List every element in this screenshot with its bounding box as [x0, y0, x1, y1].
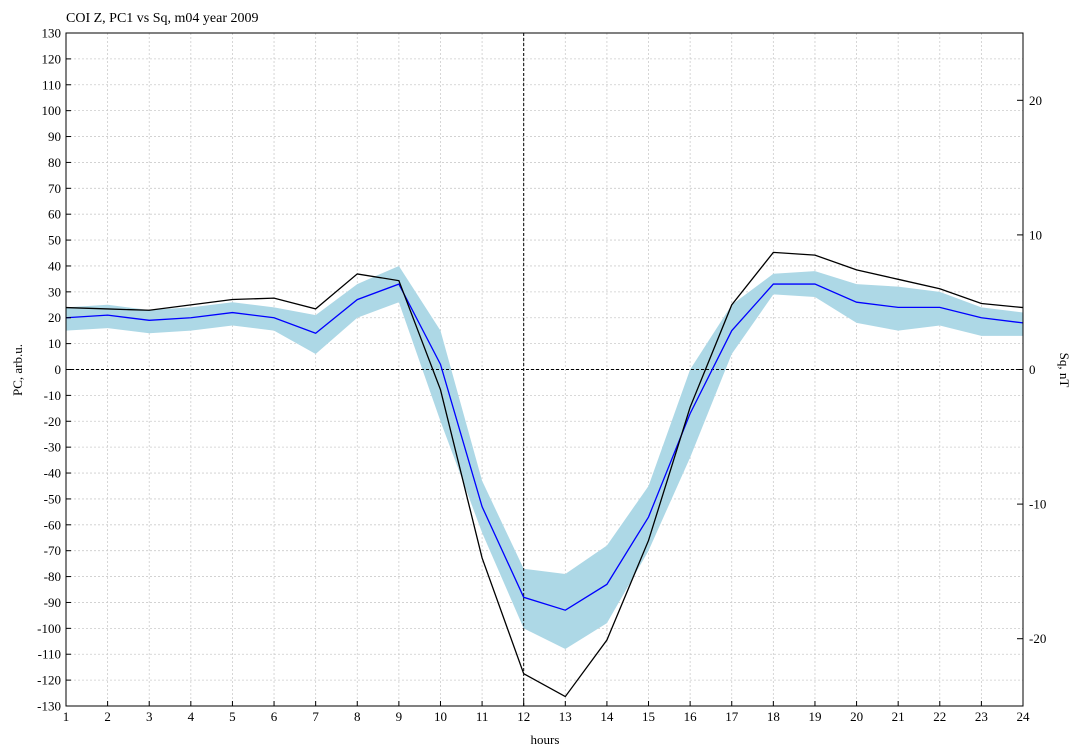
x-tick-label: 20: [850, 709, 863, 724]
y-tick-label: 0: [55, 362, 62, 377]
chart-title: COI Z, PC1 vs Sq, m04 year 2009: [66, 11, 259, 26]
x-tick-label: 9: [396, 709, 403, 724]
y-tick-label: -90: [44, 595, 61, 610]
y-tick-label: 30: [48, 284, 61, 299]
y-tick-label: -70: [44, 543, 61, 558]
x-tick-label: 13: [559, 709, 572, 724]
y2-tick-label: 10: [1029, 227, 1042, 242]
x-tick-label: 18: [767, 709, 780, 724]
x-tick-label: 19: [808, 709, 821, 724]
y-tick-label: -100: [37, 621, 61, 636]
y-tick-label: 120: [42, 51, 62, 66]
y-tick-label: -30: [44, 440, 61, 455]
y-tick-label: -120: [37, 673, 61, 688]
pc-band-area: [66, 265, 1023, 650]
y-tick-label: -20: [44, 414, 61, 429]
y-tick-label: 110: [42, 77, 61, 92]
y-tick-label: 100: [42, 103, 62, 118]
x-tick-label: 4: [188, 709, 195, 724]
reference-lines: [66, 33, 1023, 706]
x-tick-label: 12: [517, 709, 530, 724]
y2-axis-label: Sq, nT: [1057, 353, 1072, 388]
x-axis-label: hours: [531, 732, 560, 747]
y-tick-label: 50: [48, 233, 61, 248]
x-tick-label: 7: [312, 709, 319, 724]
tick-marks: [65, 32, 1024, 707]
x-tick-label: 6: [271, 709, 278, 724]
x-tick-label: 22: [933, 709, 946, 724]
y-tick-label: -40: [44, 466, 61, 481]
x-tick-label: 16: [684, 709, 698, 724]
y-tick-label: -10: [44, 388, 61, 403]
y-tick-label: 70: [48, 181, 61, 196]
y-tick-label: -110: [38, 647, 61, 662]
y-tick-label: -50: [44, 491, 61, 506]
x-tick-label: 5: [229, 709, 236, 724]
y-tick-label: 40: [48, 258, 61, 273]
x-tick-label: 10: [434, 709, 447, 724]
x-tick-label: 8: [354, 709, 361, 724]
x-tick-label: 1: [63, 709, 70, 724]
x-tick-label: 24: [1017, 709, 1031, 724]
y-axis-label: PC, arb.u.: [10, 344, 25, 396]
x-tick-label: 23: [975, 709, 988, 724]
y2-tick-labels: 20 10 0 -10 -20: [1029, 93, 1046, 646]
y2-tick-label: -20: [1029, 631, 1046, 646]
y2-tick-label: 20: [1029, 93, 1042, 108]
y-tick-label: -80: [44, 569, 61, 584]
x-tick-label: 3: [146, 709, 153, 724]
y-tick-label: 20: [48, 310, 61, 325]
x-tick-label: 2: [104, 709, 111, 724]
y-tick-label: -60: [44, 517, 61, 532]
x-tick-label: 21: [892, 709, 905, 724]
sq-series-line: [65, 251, 1024, 698]
y-tick-label: 10: [48, 336, 61, 351]
y-tick-label: 130: [42, 26, 62, 41]
y-tick-labels: 1301201101009080706050403020100-10-20-30…: [37, 26, 61, 714]
y-tick-label: 80: [48, 155, 61, 170]
pc1-series-line: [65, 283, 1024, 611]
x-tick-label: 14: [600, 709, 614, 724]
y2-tick-label: -10: [1029, 497, 1046, 512]
series-lines: [65, 251, 1024, 698]
x-tick-label: 11: [476, 709, 489, 724]
x-tick-label: 17: [725, 709, 739, 724]
y2-tick-label: 0: [1029, 362, 1036, 377]
x-tick-label: 15: [642, 709, 655, 724]
x-tick-labels: 1 2 3 4 5 6 7 8 9 10 11 12 13 14 15 16 17 18 19 20 21 22 23 24: [63, 709, 1030, 724]
y-tick-label: 90: [48, 129, 61, 144]
y-tick-label: 60: [48, 207, 61, 222]
pc-confidence-band: [66, 265, 1023, 650]
y-tick-label: -130: [37, 699, 61, 714]
